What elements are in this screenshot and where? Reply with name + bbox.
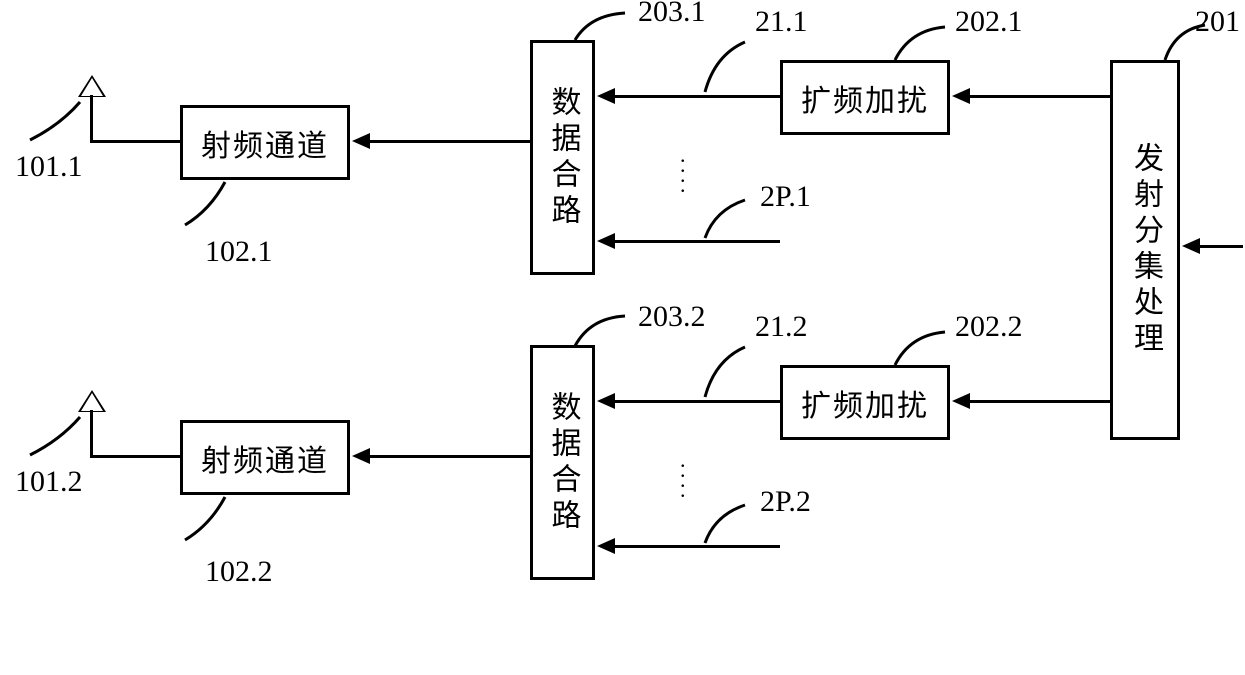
- arrow-201-202-2: [965, 400, 1110, 403]
- ref-2p-1: 2P.1: [760, 180, 811, 214]
- antenna-1-mast: [90, 95, 93, 143]
- arrow-2p-2: [610, 545, 780, 548]
- rf-1-block: 射频通道: [180, 105, 350, 180]
- ref-101-1: 101.1: [15, 150, 83, 184]
- spread-2-label: 扩频加扰: [801, 381, 929, 425]
- leader-101-1: [25, 100, 90, 155]
- arrowhead-2p-1: [597, 233, 615, 249]
- leader-21-2: [700, 335, 760, 400]
- leader-203-1: [570, 5, 640, 45]
- vdots-1: ....: [680, 150, 686, 190]
- ref-202-2: 202.2: [955, 310, 1023, 344]
- ref-202-1: 202.1: [955, 5, 1023, 39]
- arrowhead-21-1: [597, 88, 615, 104]
- ref-101-2: 101.2: [15, 465, 83, 499]
- ref-201: 201: [1195, 5, 1240, 39]
- spread-1-block: 扩频加扰: [780, 60, 950, 135]
- arrow-201-202-1: [965, 95, 1110, 98]
- spread-1-label: 扩频加扰: [801, 76, 929, 120]
- rf-2-block: 射频通道: [180, 420, 350, 495]
- combine-1-block: 数据合路: [530, 40, 595, 275]
- antenna-1-wire: [90, 140, 180, 143]
- leader-202-1: [890, 15, 960, 65]
- spread-2-block: 扩频加扰: [780, 365, 950, 440]
- antenna-2-wire: [90, 455, 180, 458]
- arrow-21-1: [610, 95, 780, 98]
- arrowhead-203-102-1: [352, 133, 370, 149]
- arrowhead-201-202-2: [952, 393, 970, 409]
- tx-diversity-block: 发射分集处理: [1110, 60, 1180, 440]
- leader-102-1: [180, 180, 260, 240]
- arrow-21-2: [610, 400, 780, 403]
- leader-203-2: [570, 308, 640, 350]
- leader-102-2: [180, 495, 260, 555]
- antenna-2-icon: [78, 390, 106, 412]
- arrowhead-21-2: [597, 393, 615, 409]
- leader-101-2: [25, 415, 90, 470]
- arrow-2p-1: [610, 240, 780, 243]
- antenna-2-mast: [90, 410, 93, 458]
- arrow-203-102-2: [365, 455, 530, 458]
- ref-21-1: 21.1: [755, 5, 808, 39]
- leader-202-2: [890, 320, 960, 370]
- ref-203-2: 203.2: [638, 300, 706, 334]
- combine-2-label: 数据合路: [541, 391, 585, 535]
- ref-2p-2: 2P.2: [760, 485, 811, 519]
- ref-21-2: 21.2: [755, 310, 808, 344]
- combine-2-block: 数据合路: [530, 345, 595, 580]
- arrowhead-2p-2: [597, 538, 615, 554]
- tx-diversity-label: 发射分集处理: [1123, 142, 1167, 358]
- ref-102-2: 102.2: [205, 555, 273, 589]
- arrow-203-102-1: [365, 140, 530, 143]
- combine-1-label: 数据合路: [541, 86, 585, 230]
- antenna-1-icon: [78, 75, 106, 97]
- leader-2p-2: [700, 495, 760, 545]
- leader-21-1: [700, 30, 760, 95]
- rf-2-label: 射频通道: [201, 436, 329, 480]
- arrowhead-in-201: [1182, 238, 1200, 254]
- ref-203-1: 203.1: [638, 0, 706, 29]
- leader-2p-1: [700, 190, 760, 240]
- arrowhead-203-102-2: [352, 448, 370, 464]
- arrowhead-201-202-1: [952, 88, 970, 104]
- ref-102-1: 102.1: [205, 235, 273, 269]
- vdots-2: ....: [680, 455, 686, 495]
- arrow-in-201: [1195, 245, 1243, 248]
- rf-1-label: 射频通道: [201, 121, 329, 165]
